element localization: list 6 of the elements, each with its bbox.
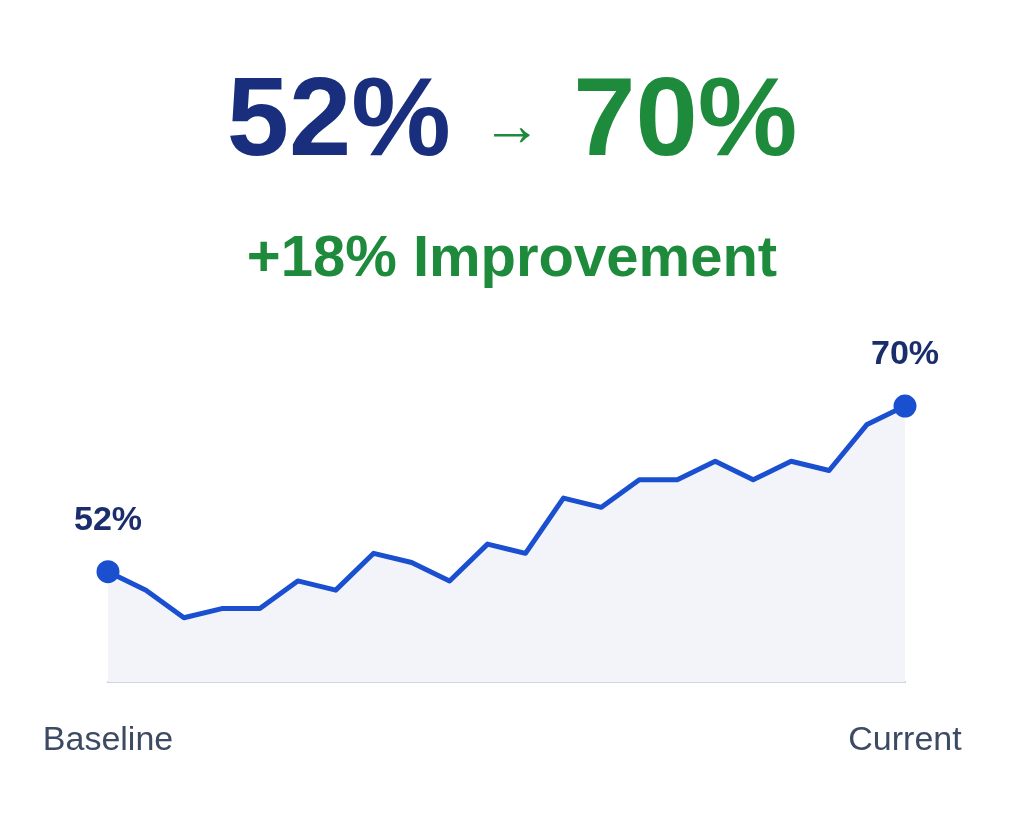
data-label: 52% [73,498,143,537]
data-label: 70% [870,333,940,372]
x-tick-label: Current [848,718,963,757]
x-tick-label: Baseline [42,718,174,757]
chart-title: 52% → 70% [226,54,798,179]
chart-subtitle: +18% Improvement [245,222,779,289]
